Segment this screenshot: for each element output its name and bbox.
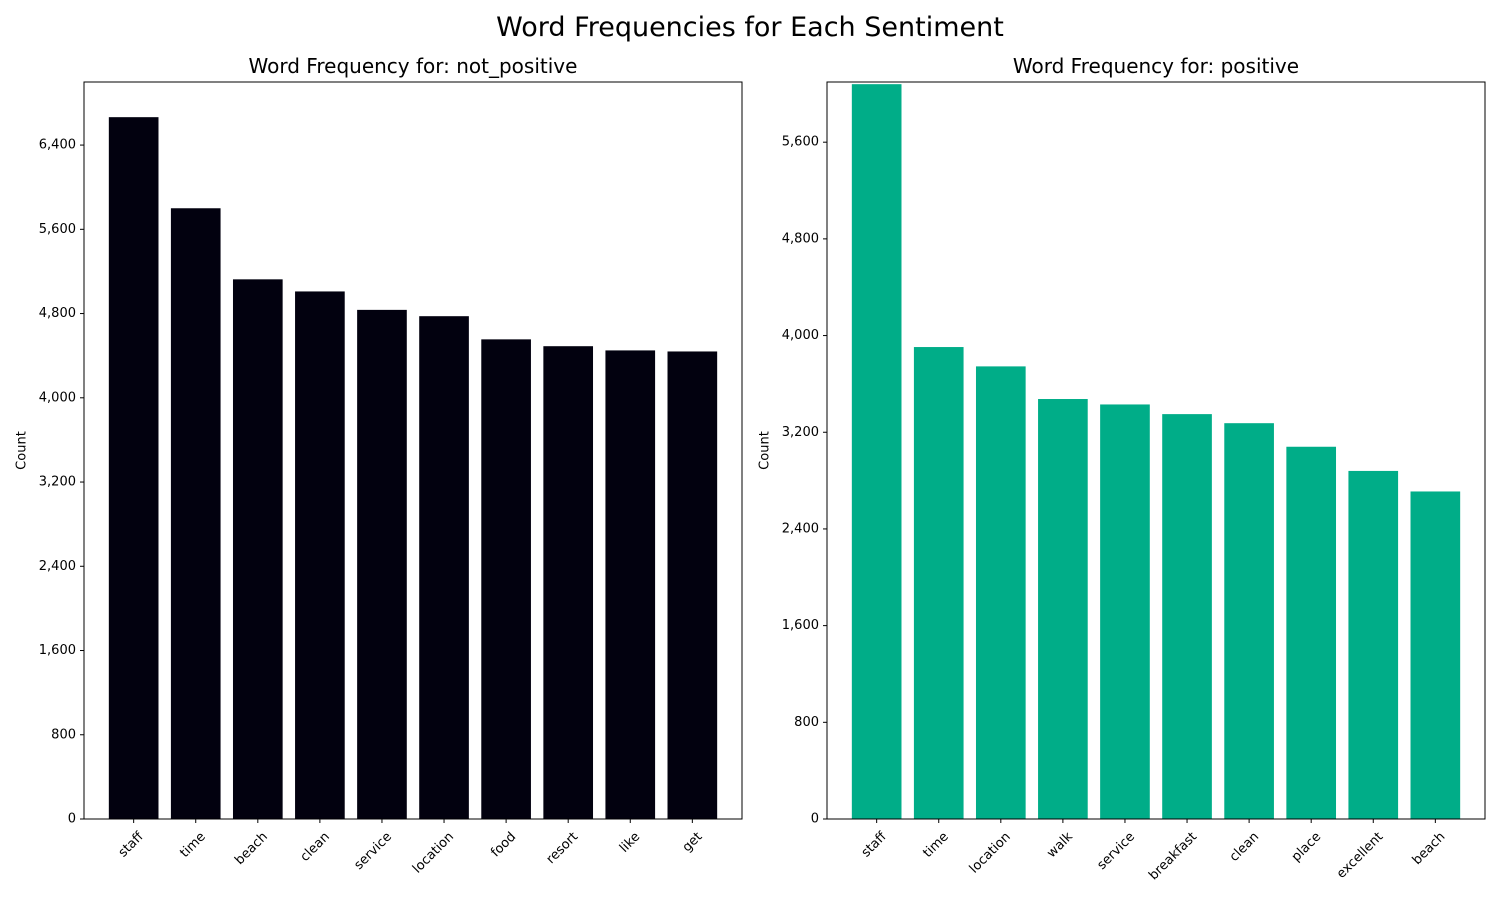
y-tick-label: 1,600: [782, 618, 819, 633]
bar-clean: [1224, 423, 1274, 819]
y-tick-label: 800: [794, 715, 819, 730]
bar-time: [913, 347, 964, 819]
plot-frame: [83, 81, 743, 820]
chart-panel-2: Word Frequency for: positive staff time loc…: [758, 54, 1486, 883]
chart-title: Word Frequency for: positive: [1013, 54, 1299, 78]
x-tick-label: breakfast: [1146, 829, 1200, 883]
x-tick-label: service: [351, 829, 395, 873]
bar-beach: [1410, 491, 1461, 819]
y-tick-label: 800: [51, 727, 76, 742]
x-tick-label: beach: [232, 829, 271, 868]
x-tick-label: clean: [298, 829, 333, 864]
y-tick-label: 0: [68, 812, 76, 827]
x-tick-label: clean: [1227, 829, 1262, 864]
bar-staff: [851, 84, 902, 819]
y-tick-label: 6,400: [39, 138, 76, 153]
y-tick-label: 5,600: [782, 135, 819, 150]
bar-breakfast: [1162, 414, 1212, 819]
y-axis-label: Count: [758, 431, 773, 470]
bar-place: [1286, 446, 1337, 819]
bar-location: [419, 316, 469, 819]
bar-time: [170, 208, 221, 819]
y-tick-label: 3,200: [782, 425, 819, 440]
y-axis-label: Count: [15, 431, 30, 470]
y-tick-label: 1,600: [39, 643, 76, 658]
bar-staff: [108, 117, 159, 819]
x-tick-label: time: [920, 829, 951, 860]
x-tick-label: excellent: [1334, 829, 1386, 881]
y-tick-label: 4,800: [39, 306, 76, 321]
y-tick-label: 4,000: [782, 328, 819, 343]
bar-resort: [543, 346, 594, 819]
y-tick-label: 2,400: [782, 521, 819, 536]
y-tick-label: 2,400: [39, 559, 76, 574]
bar-get: [667, 351, 718, 819]
x-tick-label: resort: [544, 829, 582, 867]
x-tick-label: location: [967, 829, 1014, 876]
bar-beach: [232, 279, 283, 819]
bar-service: [1100, 404, 1150, 819]
y-tick-label: 0: [811, 812, 819, 827]
plot-frame: [826, 81, 1486, 820]
bar-excellent: [1348, 470, 1399, 819]
y-tick-label: 3,200: [39, 475, 76, 490]
x-tick-label: like: [617, 829, 643, 855]
bar-walk: [1038, 399, 1088, 819]
x-tick-label: beach: [1410, 829, 1449, 868]
x-tick-label: service: [1094, 829, 1138, 873]
x-tick-label: location: [410, 829, 457, 876]
y-tick-label: 4,000: [39, 390, 76, 405]
x-tick-label: time: [177, 829, 208, 860]
figure-title: Word Frequencies for Each Sentiment: [496, 12, 1004, 43]
chart-title: Word Frequency for: not_positive: [249, 54, 578, 78]
y-tick-label: 5,600: [39, 222, 76, 237]
x-tick-label: walk: [1044, 829, 1076, 861]
bar-food: [481, 339, 531, 819]
x-tick-label: food: [488, 829, 519, 860]
x-tick-label: place: [1289, 829, 1324, 864]
y-tick-label: 4,800: [782, 231, 819, 246]
bar-location: [975, 366, 1026, 819]
bar-like: [605, 350, 656, 819]
x-tick-label: staff: [859, 829, 891, 861]
bar-service: [357, 309, 407, 819]
bar-clean: [295, 291, 345, 819]
x-tick-label: staff: [116, 829, 148, 861]
x-tick-label: get: [680, 829, 706, 855]
